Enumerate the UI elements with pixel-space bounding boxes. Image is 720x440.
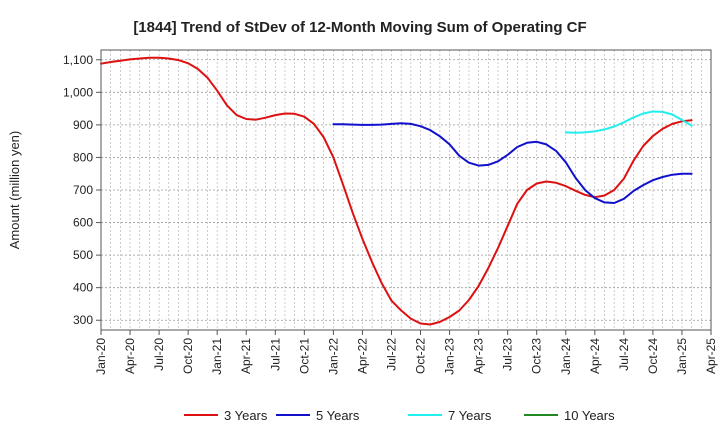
x-axis: Jan-20 Apr-20 Jul-20 Oct-20 Jan-21 Apr-21 Jul-… — [94, 330, 718, 375]
x-tick-label: Oct-23 — [530, 338, 544, 374]
legend-label-10-years: 10 Years — [564, 408, 615, 423]
legend-label-7-years: 7 Years — [448, 408, 492, 423]
x-tick-label: Jul-23 — [501, 338, 515, 371]
x-tick-label: Apr-21 — [239, 338, 253, 374]
series-line-5-years — [332, 122, 693, 204]
y-tick-label: 600 — [73, 216, 93, 230]
x-tick-label: Jan-20 — [94, 338, 108, 375]
y-tick-label: 1,100 — [63, 53, 93, 67]
y-tick-label: 1,000 — [63, 85, 93, 99]
legend-label-5-years: 5 Years — [316, 408, 360, 423]
x-tick-label: Apr-20 — [123, 338, 137, 374]
x-tick-label: Apr-23 — [472, 338, 486, 374]
y-tick-label: 700 — [73, 183, 93, 197]
x-tick-label: Oct-21 — [297, 338, 311, 374]
y-axis: 300 400 500 600 700 800 900 1,000 1,100 — [63, 53, 101, 327]
y-axis-label: Amount (million yen) — [7, 131, 22, 250]
x-tick-label: Oct-24 — [646, 338, 660, 374]
x-tick-label: Jul-22 — [384, 338, 398, 371]
y-tick-label: 500 — [73, 248, 93, 262]
series-layer — [100, 56, 693, 326]
x-tick-label: Jul-24 — [617, 338, 631, 371]
x-tick-label: Apr-22 — [355, 338, 369, 374]
y-tick-label: 800 — [73, 150, 93, 164]
x-tick-label: Jan-23 — [443, 338, 457, 375]
chart-title: [1844] Trend of StDev of 12-Month Moving… — [133, 19, 586, 36]
y-tick-label: 400 — [73, 281, 93, 295]
x-tick-label: Jan-24 — [559, 338, 573, 375]
y-tick-label: 900 — [73, 118, 93, 132]
legend: 3 Years 5 Years 7 Years 10 Years — [184, 408, 615, 423]
x-tick-label: Jul-21 — [268, 338, 282, 371]
x-tick-label: Jul-20 — [152, 338, 166, 371]
x-tick-label: Jan-22 — [326, 338, 340, 375]
series-line-7-years — [564, 110, 693, 134]
x-tick-label: Jan-25 — [675, 338, 689, 375]
x-tick-label: Apr-24 — [588, 338, 602, 374]
x-tick-label: Oct-20 — [181, 338, 195, 374]
legend-label-3-years: 3 Years — [224, 408, 268, 423]
x-tick-label: Apr-25 — [704, 338, 718, 374]
x-tick-label: Jan-21 — [210, 338, 224, 375]
y-tick-label: 300 — [73, 313, 93, 327]
x-tick-label: Oct-22 — [414, 338, 428, 374]
